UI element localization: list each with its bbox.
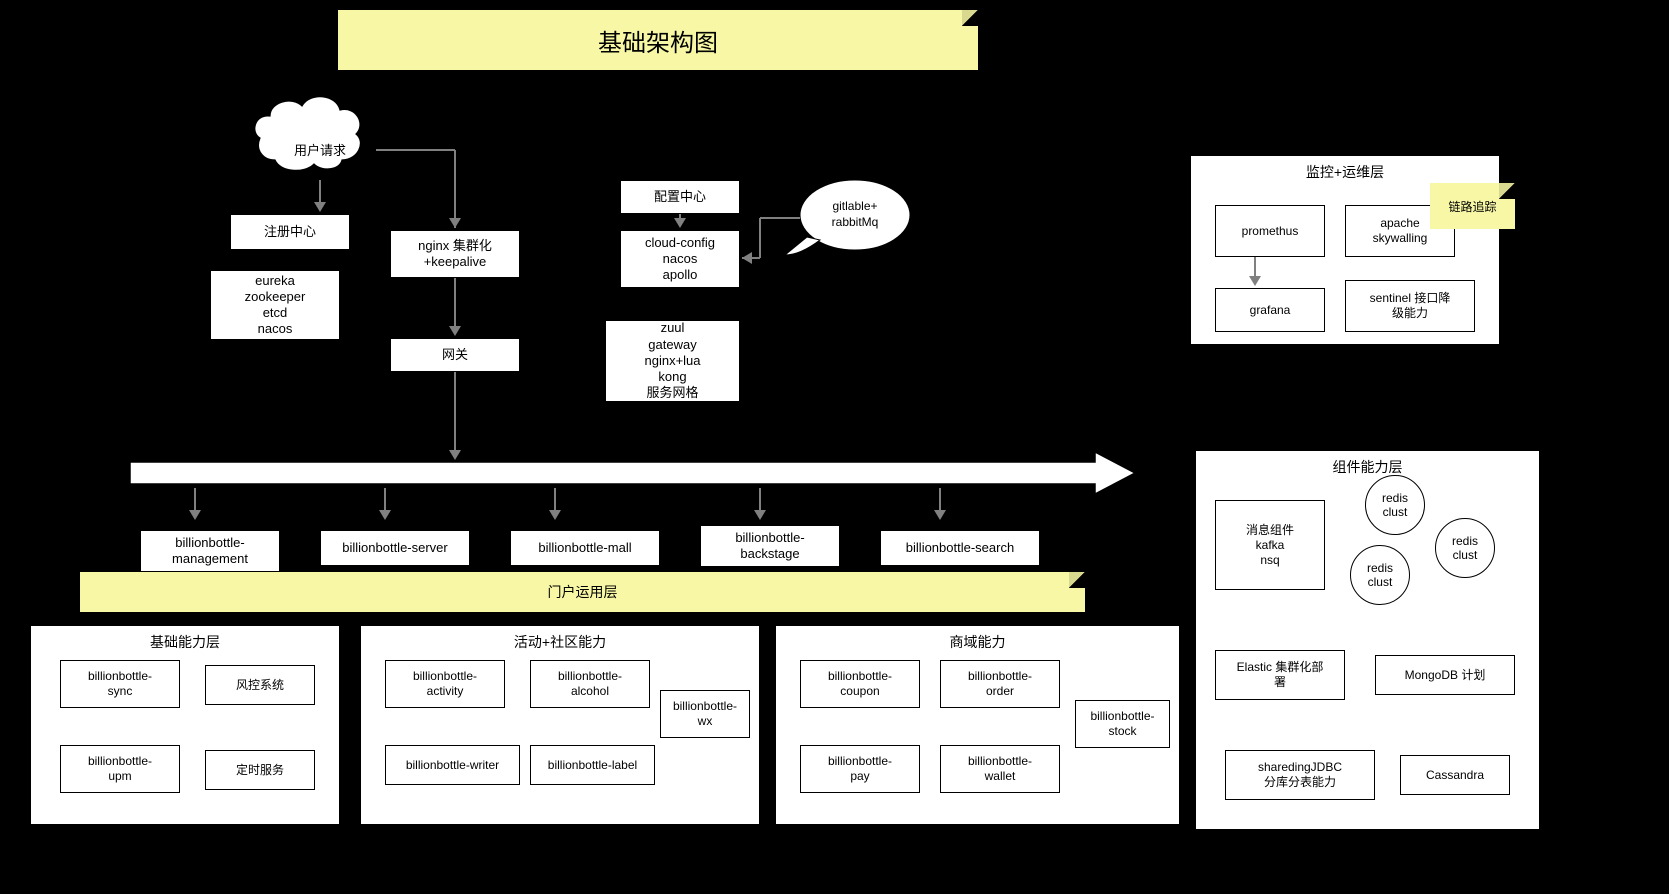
box-svc2: billionbottle-server: [320, 530, 470, 566]
item-component-es: Elastic 集群化部 署: [1215, 650, 1345, 700]
item-monitor-promethus: promethus: [1215, 205, 1325, 257]
panel-title-base: 基础能力层: [31, 632, 339, 652]
item-component-mq: 消息组件 kafka nsq: [1215, 500, 1325, 590]
portal-note: 门户运用层: [80, 572, 1085, 612]
item-mall-wallet: billionbottle- wallet: [940, 745, 1060, 793]
box-reg_center: 注册中心: [230, 214, 350, 250]
box-gw_list: zuul gateway nginx+lua kong 服务网格: [605, 320, 740, 402]
box-gateway: 网关: [390, 338, 520, 372]
item-activity-alc: billionbottle- alcohol: [530, 660, 650, 708]
item-base-cron: 定时服务: [205, 750, 315, 790]
box-reg_list: eureka zookeeper etcd nacos: [210, 270, 340, 340]
item-mall-pay: billionbottle- pay: [800, 745, 920, 793]
panel-title-component: 组件能力层: [1196, 457, 1539, 477]
box-svc5: billionbottle-search: [880, 530, 1040, 566]
item-component-shard: sharedingJDBC 分库分表能力: [1225, 750, 1375, 800]
circle-component-r2: redis clust: [1435, 518, 1495, 578]
item-mall-coupon: billionbottle- coupon: [800, 660, 920, 708]
item-component-mongo: MongoDB 计划: [1375, 655, 1515, 695]
item-activity-writer: billionbottle-writer: [385, 745, 520, 785]
panel-title-activity: 活动+社区能力: [361, 632, 759, 652]
item-mall-order: billionbottle- order: [940, 660, 1060, 708]
item-mall-stock: billionbottle- stock: [1075, 700, 1170, 748]
box-svc1: billionbottle- management: [140, 530, 280, 572]
item-base-risk: 风控系统: [205, 665, 315, 705]
box-nginx: nginx 集群化 +keepalive: [390, 230, 520, 278]
title-note: 基础架构图: [338, 10, 978, 70]
diagram-stage: 基础架构图注册中心 eureka zookeeper etcd nacos ngin…: [0, 0, 1669, 894]
circle-component-r1: redis clust: [1365, 475, 1425, 535]
panel-title-mall: 商域能力: [776, 632, 1179, 652]
item-activity-label: billionbottle-label: [530, 745, 655, 785]
item-base-sync: billionbottle- sync: [60, 660, 180, 708]
track-note: 链路追踪: [1430, 183, 1515, 229]
item-monitor-sentinel: sentinel 接口降 级能力: [1345, 280, 1475, 332]
box-cfg_list: cloud-config nacos apollo: [620, 230, 740, 288]
item-monitor-grafana: grafana: [1215, 288, 1325, 332]
panel-base: 基础能力层: [30, 625, 340, 825]
box-svc4: billionbottle- backstage: [700, 525, 840, 567]
item-activity-wx: billionbottle- wx: [660, 690, 750, 738]
item-base-upm: billionbottle- upm: [60, 745, 180, 793]
box-cfg_center: 配置中心: [620, 180, 740, 214]
box-svc3: billionbottle-mall: [510, 530, 660, 566]
panel-title-monitor: 监控+运维层: [1191, 162, 1499, 182]
circle-component-r3: redis clust: [1350, 545, 1410, 605]
item-activity-act: billionbottle- activity: [385, 660, 505, 708]
item-component-cass: Cassandra: [1400, 755, 1510, 795]
